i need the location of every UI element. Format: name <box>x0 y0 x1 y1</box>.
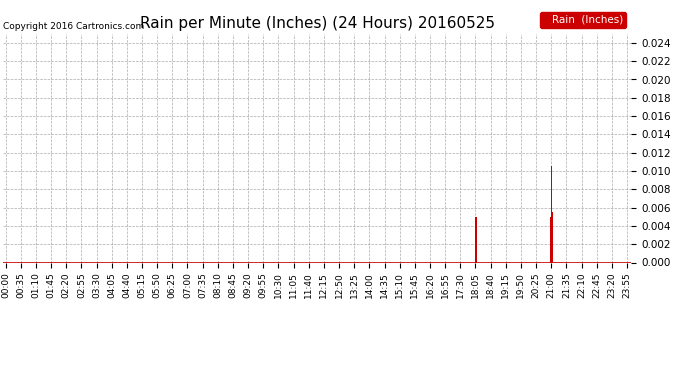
Title: Rain per Minute (Inches) (24 Hours) 20160525: Rain per Minute (Inches) (24 Hours) 2016… <box>140 16 495 31</box>
Text: Copyright 2016 Cartronics.com: Copyright 2016 Cartronics.com <box>3 22 145 32</box>
Legend: Rain  (Inches): Rain (Inches) <box>540 12 626 28</box>
